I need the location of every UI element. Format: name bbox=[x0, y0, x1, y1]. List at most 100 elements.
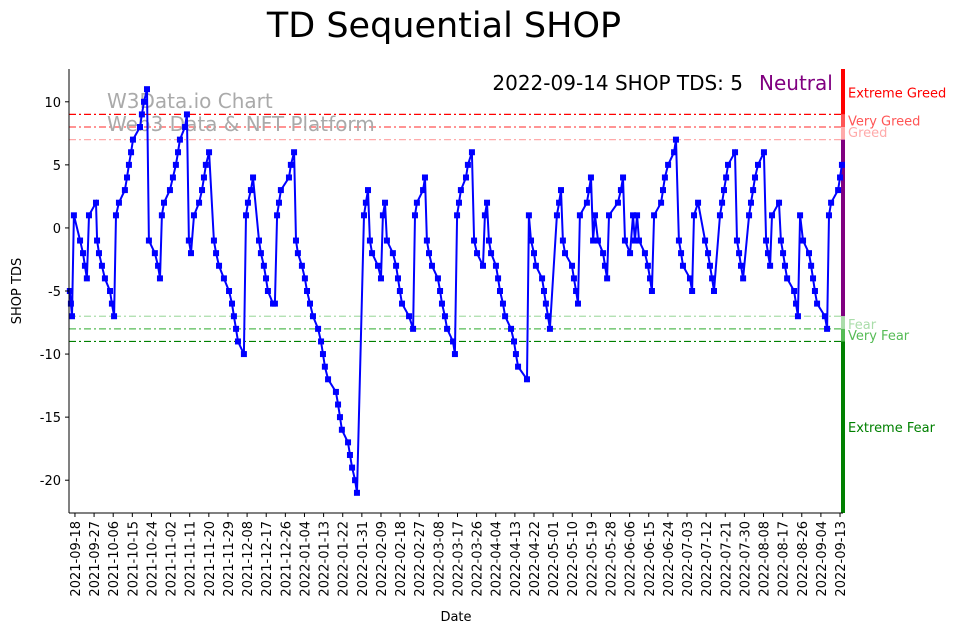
data-point bbox=[346, 451, 353, 458]
data-point bbox=[438, 300, 445, 307]
data-point bbox=[464, 161, 471, 168]
data-point bbox=[546, 325, 553, 332]
data-point bbox=[216, 262, 223, 269]
data-point bbox=[196, 199, 203, 206]
data-point bbox=[206, 149, 213, 156]
x-tick-label: 2022-01-22 bbox=[337, 521, 352, 597]
data-point bbox=[511, 338, 518, 345]
data-point bbox=[220, 275, 227, 282]
data-point bbox=[705, 250, 712, 257]
data-point bbox=[512, 351, 519, 358]
data-point bbox=[291, 149, 298, 156]
data-point bbox=[382, 199, 389, 206]
x-tick-label: 2021-10-24 bbox=[145, 521, 160, 597]
data-point bbox=[767, 262, 774, 269]
data-point bbox=[630, 212, 637, 219]
data-point bbox=[187, 250, 194, 257]
data-point bbox=[569, 262, 576, 269]
data-point bbox=[769, 212, 776, 219]
data-point bbox=[92, 199, 99, 206]
data-point bbox=[740, 275, 747, 282]
data-point bbox=[583, 199, 590, 206]
data-point bbox=[479, 262, 486, 269]
data-point bbox=[562, 250, 569, 257]
data-point bbox=[369, 250, 376, 257]
data-point bbox=[450, 338, 457, 345]
x-tick-label: 2021-09-18 bbox=[69, 521, 84, 597]
data-point bbox=[271, 300, 278, 307]
data-point bbox=[332, 388, 339, 395]
data-point bbox=[444, 325, 451, 332]
data-point bbox=[793, 300, 800, 307]
data-point bbox=[492, 262, 499, 269]
data-point bbox=[287, 161, 294, 168]
x-tick-label: 2021-12-17 bbox=[260, 521, 275, 597]
data-point bbox=[428, 262, 435, 269]
data-point bbox=[240, 351, 247, 358]
data-point bbox=[621, 237, 628, 244]
x-tick-label: 2021-12-08 bbox=[241, 521, 256, 597]
watermark-line-2: Web3 Data & NFT Platform bbox=[107, 112, 375, 136]
data-point bbox=[689, 288, 696, 294]
data-point bbox=[426, 250, 433, 257]
x-tick-label: 2022-07-12 bbox=[700, 521, 715, 597]
series-line bbox=[68, 88, 843, 493]
data-point bbox=[124, 174, 131, 181]
data-point bbox=[306, 300, 313, 307]
data-point bbox=[353, 489, 360, 496]
watermark-line-1: W3Data.io Chart bbox=[107, 89, 273, 113]
y-tick-label: 0 bbox=[53, 222, 61, 237]
data-point bbox=[175, 149, 182, 156]
data-point bbox=[631, 237, 638, 244]
data-point bbox=[98, 262, 105, 269]
data-point bbox=[485, 237, 492, 244]
data-point bbox=[183, 111, 190, 118]
data-point bbox=[360, 212, 367, 219]
data-point bbox=[383, 237, 390, 244]
data-point bbox=[172, 161, 179, 168]
data-point bbox=[752, 174, 759, 181]
data-point bbox=[70, 212, 77, 219]
data-point bbox=[553, 212, 560, 219]
x-tick-label: 2022-04-13 bbox=[509, 521, 524, 597]
data-point bbox=[675, 237, 682, 244]
data-point bbox=[496, 288, 503, 294]
data-point bbox=[441, 313, 448, 320]
data-point bbox=[574, 300, 581, 307]
data-point bbox=[66, 288, 73, 294]
data-point bbox=[732, 149, 739, 156]
data-point bbox=[754, 161, 761, 168]
data-point bbox=[468, 149, 475, 156]
data-point bbox=[600, 250, 607, 257]
data-point bbox=[808, 262, 815, 269]
data-point bbox=[528, 237, 535, 244]
level-label-very-greed: Very Greed bbox=[848, 115, 920, 130]
data-point bbox=[763, 237, 770, 244]
data-point bbox=[352, 477, 359, 484]
data-point bbox=[244, 199, 251, 206]
data-point bbox=[776, 199, 783, 206]
data-point bbox=[835, 187, 842, 194]
data-point bbox=[315, 325, 322, 332]
data-point bbox=[805, 250, 812, 257]
level-label-extreme-greed: Extreme Greed bbox=[848, 86, 946, 101]
data-point bbox=[274, 212, 281, 219]
data-point bbox=[542, 300, 549, 307]
data-point bbox=[594, 237, 601, 244]
data-point bbox=[837, 174, 844, 181]
data-point bbox=[530, 250, 537, 257]
data-point bbox=[648, 288, 655, 294]
data-point bbox=[811, 288, 818, 294]
data-point bbox=[545, 313, 552, 320]
level-label-extreme-fear: Extreme Fear bbox=[848, 421, 936, 436]
data-point bbox=[213, 250, 220, 257]
data-point bbox=[335, 401, 342, 408]
data-point bbox=[394, 275, 401, 282]
data-point bbox=[723, 174, 730, 181]
data-point bbox=[617, 187, 624, 194]
data-point bbox=[828, 199, 835, 206]
data-point bbox=[709, 275, 716, 282]
data-point bbox=[691, 212, 698, 219]
data-point bbox=[532, 262, 539, 269]
x-tick-label: 2022-09-13 bbox=[834, 521, 849, 597]
